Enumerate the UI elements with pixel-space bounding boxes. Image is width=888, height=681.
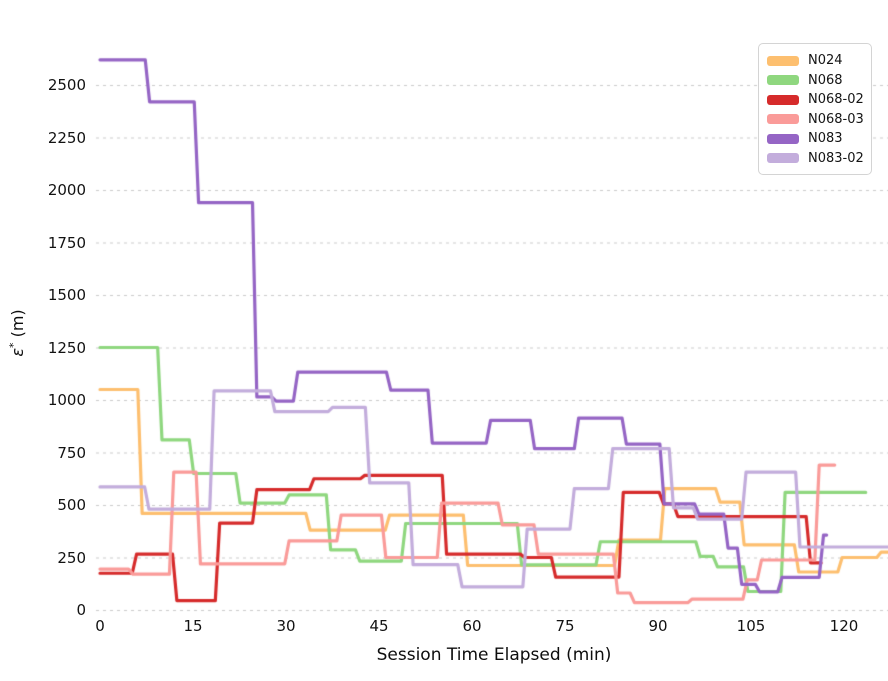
legend-swatch-icon (767, 114, 799, 125)
x-tick-label: 60 (462, 617, 482, 635)
y-tick-label: 500 (57, 496, 86, 514)
legend-label: N083 (808, 131, 843, 147)
legend-item: N068-02 (767, 90, 864, 110)
x-tick-label: 45 (369, 617, 389, 635)
legend-label: N083-02 (808, 150, 864, 166)
y-tick-label: 2000 (47, 181, 86, 199)
legend-swatch-icon (767, 75, 799, 86)
y-tick-label: 0 (76, 601, 86, 619)
legend-label: N068-02 (808, 92, 864, 108)
y-tick-label: 750 (57, 443, 86, 462)
y-axis-unit: (m) (8, 309, 28, 343)
epsilon-symbol: ε (8, 348, 28, 357)
x-tick-label: 120 (829, 617, 859, 635)
y-tick-label: 1000 (47, 391, 86, 409)
y-tick-label: 2250 (47, 128, 86, 147)
legend-label: N068 (808, 72, 843, 88)
x-tick-label: 15 (183, 617, 203, 635)
y-tick-label: 250 (57, 548, 86, 567)
legend: N024 N068 N068-02 N068-03 N083 N083-02 (758, 43, 872, 175)
y-tick-label: 2500 (47, 76, 86, 94)
legend-item: N083 (767, 129, 862, 149)
x-tick-label: 90 (648, 617, 668, 635)
legend-swatch-icon (767, 153, 799, 164)
legend-item: N083-02 (767, 149, 864, 169)
x-tick-label: 75 (555, 617, 575, 635)
legend-label: N024 (808, 53, 843, 69)
legend-label: N068-03 (808, 111, 864, 127)
y-axis-label: ε* (m) (7, 309, 27, 356)
legend-swatch-icon (767, 55, 799, 66)
epsilon-star: * (6, 342, 20, 349)
y-tick-label: 1750 (47, 233, 86, 252)
x-tick-label: 30 (276, 617, 296, 635)
legend-swatch-icon (767, 133, 799, 144)
x-tick-label: 105 (736, 617, 766, 635)
legend-swatch-icon (767, 94, 799, 105)
x-tick-label: 0 (95, 617, 105, 635)
legend-item: N068-03 (767, 110, 864, 130)
y-tick-label: 1500 (47, 286, 86, 304)
x-axis-label: Session Time Elapsed (min) (376, 645, 612, 665)
legend-item: N024 (767, 51, 862, 71)
y-tick-label: 1250 (47, 338, 86, 357)
legend-item: N068 (767, 71, 862, 91)
